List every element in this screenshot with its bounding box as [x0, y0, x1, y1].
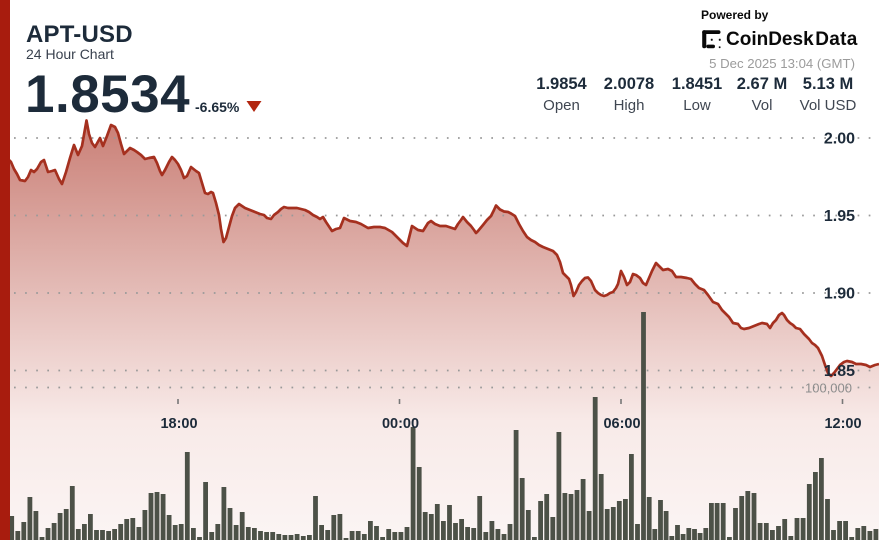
svg-text:1.85: 1.85 [824, 363, 855, 380]
svg-text:2.00: 2.00 [824, 131, 855, 148]
svg-text:100,000: 100,000 [805, 381, 852, 396]
svg-text:1.90: 1.90 [824, 286, 855, 303]
svg-text:1.95: 1.95 [824, 208, 855, 225]
svg-text:12:00: 12:00 [824, 416, 861, 432]
svg-text:06:00: 06:00 [603, 416, 640, 432]
svg-text:00:00: 00:00 [382, 416, 419, 432]
svg-text:18:00: 18:00 [160, 416, 197, 432]
